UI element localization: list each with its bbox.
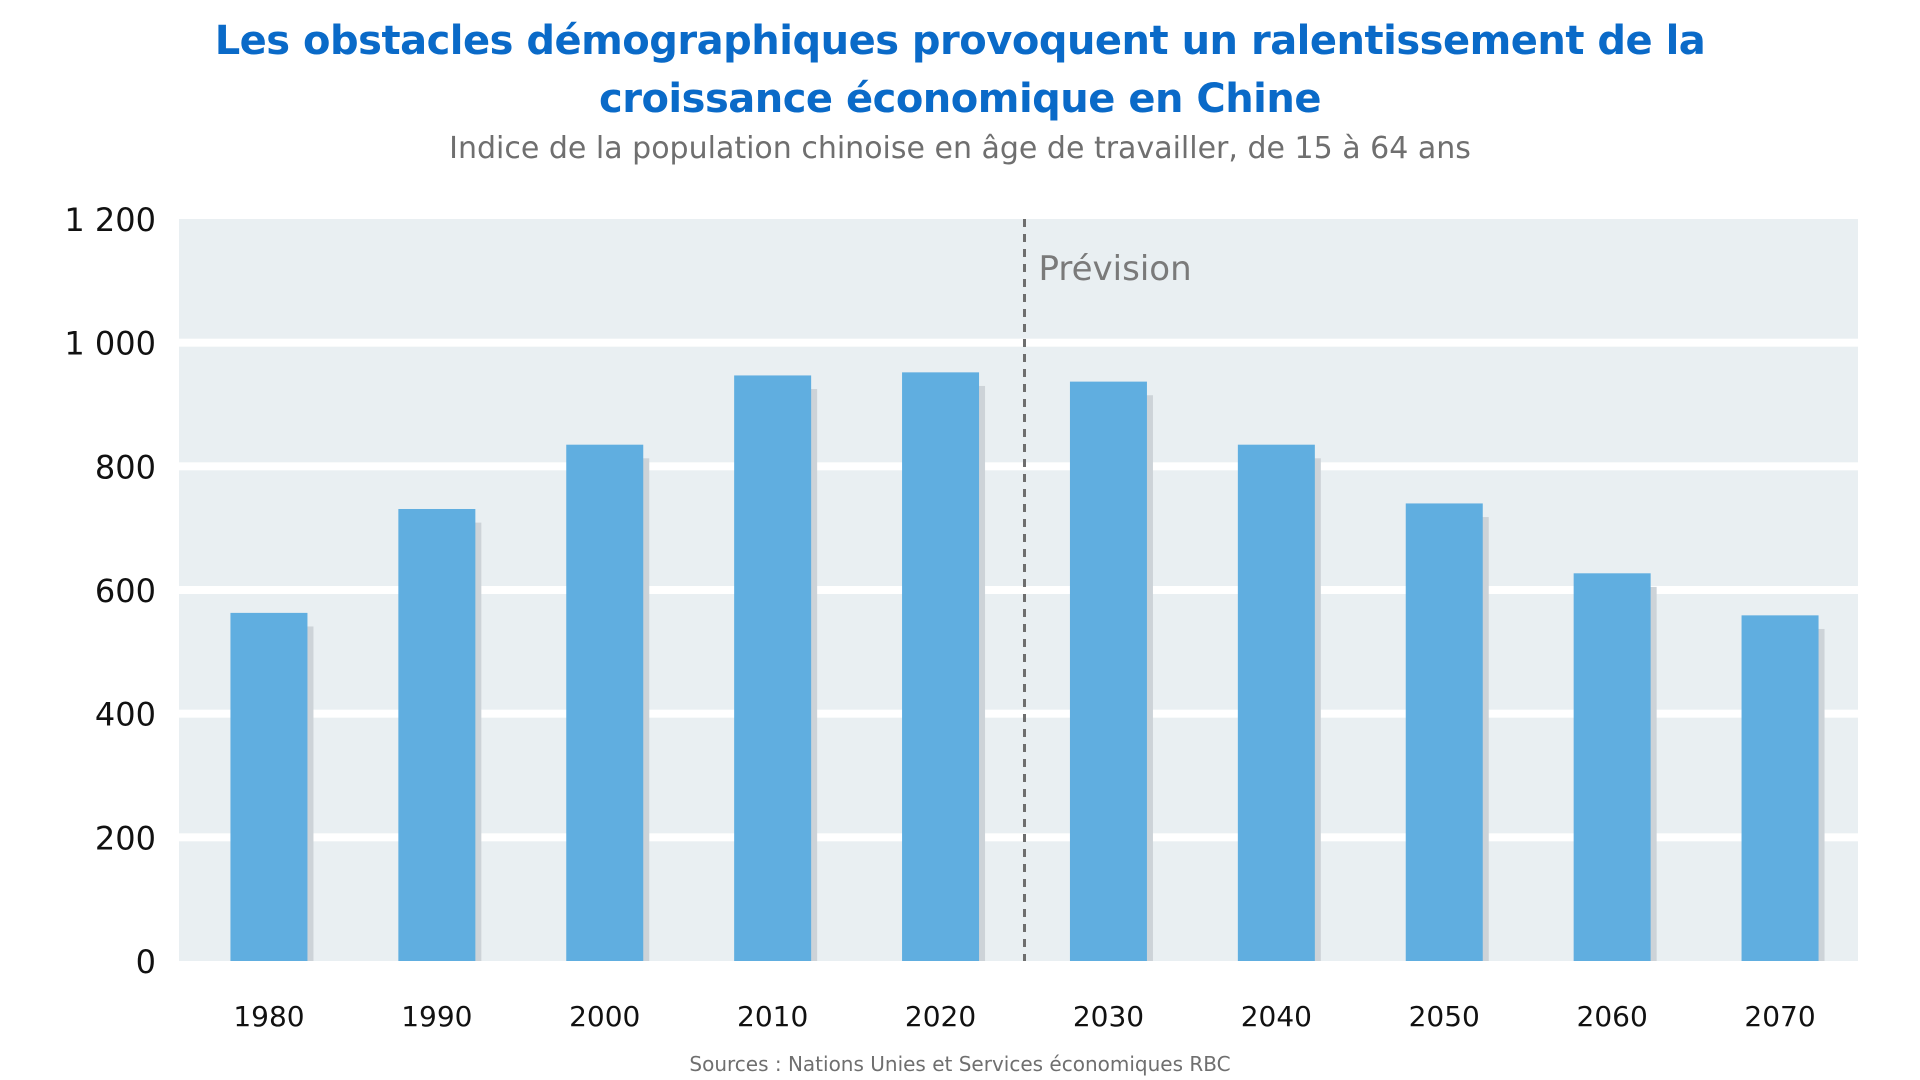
x-tick-label: 2040 (1241, 1000, 1312, 1033)
y-tick-label: 600 (95, 572, 156, 610)
y-tick-label: 0 (136, 943, 156, 981)
chart-subtitle: Indice de la population chinoise en âge … (449, 131, 1471, 166)
bar-2000 (566, 444, 644, 962)
y-tick-label: 200 (95, 819, 156, 857)
x-tick-label: 2030 (1073, 1000, 1144, 1033)
y-tick-label: 1 200 (64, 201, 156, 239)
gridline (179, 586, 1858, 594)
x-tick-label: 1980 (233, 1000, 304, 1033)
x-axis-ticks: 1980 1990 2000 2010 2020 2030 2040 2050 2060 2070 (233, 1000, 1815, 1033)
bar-2060 (1573, 573, 1651, 961)
chart-title: Les obstacles démographiques provoquent … (0, 12, 1920, 128)
x-tick-label: 2010 (737, 1000, 808, 1033)
x-tick-label: 2020 (905, 1000, 976, 1033)
bar-2050 (1405, 503, 1483, 961)
bar-2010 (734, 375, 812, 961)
chart-title-line-1: Les obstacles démographiques provoquent … (214, 18, 1706, 64)
x-tick-label: 2070 (1744, 1000, 1815, 1033)
gridline (179, 338, 1858, 347)
bars (230, 372, 1825, 962)
x-tick-label: 1990 (401, 1000, 472, 1033)
x-tick-label: 2050 (1409, 1000, 1480, 1033)
gridlines (179, 338, 1858, 842)
y-axis-ticks: 0 200 400 600 800 1 000 1 200 (64, 201, 156, 981)
x-tick-label: 2060 (1577, 1000, 1648, 1033)
y-tick-label: 800 (95, 448, 156, 486)
forecast-label: Prévision (1039, 249, 1192, 289)
chart-title-line-2: croissance économique en Chine (599, 76, 1322, 122)
y-tick-label: 400 (95, 696, 156, 734)
bar-2040 (1237, 444, 1315, 962)
x-tick-label: 2000 (569, 1000, 640, 1033)
bar-1980 (230, 612, 308, 961)
y-tick-label: 1 000 (64, 325, 156, 363)
gridline (179, 709, 1858, 718)
bar-2020 (902, 372, 980, 961)
gridline (179, 833, 1858, 842)
bar-1990 (398, 508, 476, 961)
gridline (179, 462, 1858, 471)
chart-source: Sources : Nations Unies et Services écon… (689, 1052, 1231, 1076)
forecast-divider: Prévision (1023, 219, 1192, 961)
bar-2070 (1741, 615, 1819, 961)
bar-2030 (1069, 381, 1147, 961)
